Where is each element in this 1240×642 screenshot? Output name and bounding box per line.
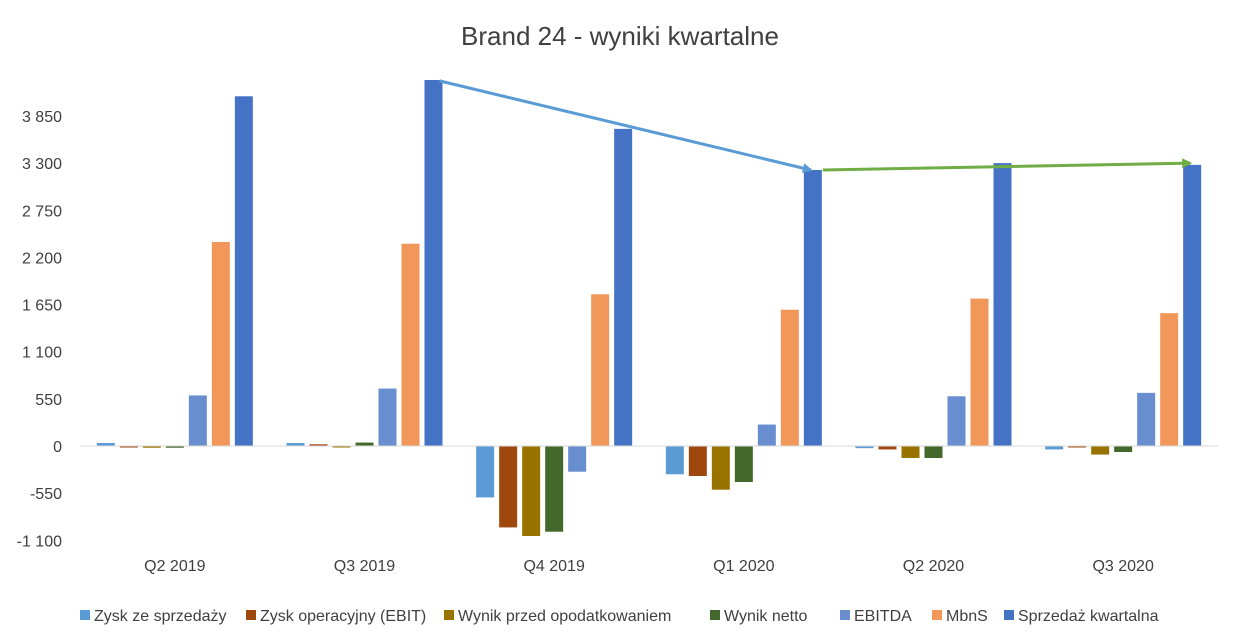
- bar: [1137, 392, 1156, 446]
- bar: [142, 446, 161, 448]
- chart-title: Brand 24 - wyniki kwartalne: [461, 21, 779, 51]
- bar: [688, 446, 707, 476]
- bar: [476, 446, 495, 498]
- bar: [855, 446, 874, 449]
- bar: [993, 163, 1012, 446]
- y-tick-label: 1 100: [22, 345, 62, 362]
- bar: [424, 80, 443, 446]
- legend-swatch: [444, 610, 454, 620]
- legend-label: Zysk operacyjny (EBIT): [260, 608, 426, 625]
- annotation-arrow: [439, 79, 813, 173]
- bar: [947, 396, 966, 446]
- bar: [401, 243, 420, 446]
- bar: [499, 446, 518, 528]
- bar: [1160, 313, 1179, 446]
- bar: [522, 446, 541, 536]
- bar: [286, 443, 305, 446]
- bars-group: [96, 80, 1202, 536]
- y-axis: -1 100 -550 0 550 1 100 1 650 2 200 2 750 3 300 3…: [17, 109, 62, 550]
- bar: [780, 309, 799, 446]
- bar: [545, 446, 564, 532]
- bar: [568, 446, 587, 472]
- legend-swatch: [932, 610, 942, 620]
- bar: [1114, 446, 1133, 452]
- legend-swatch: [1004, 610, 1014, 620]
- x-tick-label: Q2 2019: [144, 558, 205, 575]
- x-tick-label: Q1 2020: [713, 558, 774, 575]
- legend-label: Wynik netto: [724, 608, 808, 625]
- bar: [211, 242, 230, 446]
- bar: [665, 446, 684, 475]
- legend-swatch: [840, 610, 850, 620]
- y-tick-label: 2 750: [22, 203, 62, 220]
- bar: [591, 294, 610, 446]
- bar: [614, 128, 633, 446]
- bar: [878, 446, 897, 450]
- y-tick-label: 1 650: [22, 298, 62, 315]
- bar: [188, 395, 207, 446]
- bar: [1183, 164, 1202, 446]
- y-tick-label: 2 200: [22, 250, 62, 267]
- bar: [1091, 446, 1110, 455]
- annotation-arrow: [822, 158, 1193, 172]
- y-tick-label: 0: [53, 439, 62, 456]
- y-tick-label: 3 850: [22, 109, 62, 126]
- annotations-group: [439, 79, 1193, 173]
- bar: [309, 444, 328, 446]
- x-tick-label: Q3 2019: [334, 558, 395, 575]
- bar: [165, 446, 184, 448]
- legend-label: Zysk ze sprzedaży: [94, 608, 226, 625]
- bar: [970, 298, 989, 446]
- x-tick-label: Q3 2020: [1092, 558, 1153, 575]
- legend-swatch: [246, 610, 256, 620]
- bar: [234, 96, 253, 447]
- y-tick-label: -550: [30, 486, 62, 503]
- legend-swatch: [80, 610, 90, 620]
- y-tick-label: -1 100: [17, 533, 62, 550]
- bar: [734, 446, 753, 482]
- bar: [332, 446, 351, 448]
- legend-label: MbnS: [946, 608, 988, 625]
- legend-swatch: [710, 610, 720, 620]
- bar: [1068, 446, 1087, 448]
- x-tick-label: Q2 2020: [903, 558, 964, 575]
- y-tick-label: 3 300: [22, 156, 62, 173]
- bar: [711, 446, 730, 490]
- bar: [803, 170, 822, 446]
- bar: [757, 424, 776, 446]
- bar: [924, 446, 943, 458]
- legend-label: Wynik przed opodatkowaniem: [458, 608, 671, 625]
- bar: [119, 446, 138, 448]
- legend: Zysk ze sprzedaży Zysk operacyjny (EBIT) W…: [80, 608, 1159, 625]
- x-tick-label: Q4 2019: [523, 558, 584, 575]
- bar: [1045, 446, 1064, 450]
- x-axis: Q2 2019 Q3 2019 Q4 2019 Q1 2020 Q2 2020 Q3 20…: [80, 445, 1218, 575]
- bar: [355, 442, 374, 446]
- bar: [378, 388, 397, 446]
- legend-label: Sprzedaż kwartalna: [1018, 608, 1159, 625]
- legend-label: EBITDA: [854, 608, 912, 625]
- bar: [901, 446, 920, 458]
- bar: [96, 443, 115, 446]
- y-tick-label: 550: [35, 392, 62, 409]
